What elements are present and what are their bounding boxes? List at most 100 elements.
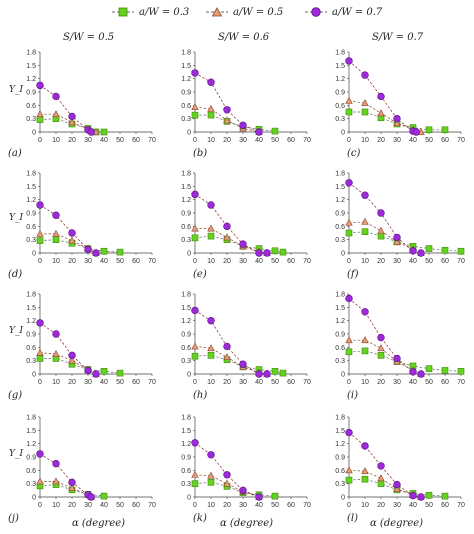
data-point-triangle	[68, 484, 76, 492]
series-line-2	[40, 233, 97, 254]
series-line-2	[39, 352, 97, 375]
data-point-triangle	[377, 474, 385, 482]
y-tick-label: 0	[341, 372, 345, 379]
panel-letter: (d)	[8, 269, 22, 280]
legend-item-aw-05: a/W = 0.5	[206, 7, 283, 18]
y-tick-label: 1.5	[335, 428, 345, 435]
data-point-circle	[52, 92, 60, 101]
x-tick-label: 30	[393, 258, 401, 265]
data-point-square	[52, 236, 60, 243]
data-point-circle	[191, 306, 199, 315]
data-point-square	[191, 111, 199, 119]
data-point-circle	[377, 462, 385, 470]
y-tick-label: 1.5	[335, 63, 345, 70]
y-tick-label: 0.3	[26, 358, 36, 365]
series-line-3	[39, 453, 92, 498]
data-point-triangle	[52, 477, 60, 485]
legend-label-aw-05: a/W = 0.5	[233, 7, 283, 18]
data-point-circle	[255, 493, 263, 501]
data-point-circle	[377, 209, 385, 217]
data-point-circle	[255, 370, 263, 378]
series-line-2	[348, 100, 422, 133]
data-point-triangle	[345, 96, 353, 104]
y-axis-label-row-2: Y_I	[9, 213, 23, 223]
y-tick-label: 0	[341, 251, 345, 258]
x-tick-label: 70	[303, 258, 311, 265]
x-tick-label: 20	[68, 502, 76, 509]
data-point-square	[345, 108, 353, 116]
data-point-circle	[377, 333, 385, 342]
x-tick-label: 10	[361, 258, 369, 265]
x-tick-label: 60	[287, 258, 295, 265]
data-point-circle	[239, 121, 247, 130]
y-tick-label: 0	[341, 130, 345, 137]
x-tick-label: 20	[223, 137, 231, 144]
data-point-square	[377, 480, 385, 487]
data-point-square	[441, 367, 449, 374]
data-point-circle	[191, 439, 199, 447]
data-point-triangle	[345, 218, 353, 226]
y-tick-label: 0.3	[335, 481, 345, 488]
data-point-circle	[417, 370, 425, 378]
x-tick-label: 30	[239, 137, 247, 144]
series-line-1	[40, 358, 121, 374]
data-point-triangle	[345, 336, 353, 344]
y-tick-label: 0	[187, 372, 191, 379]
data-point-triangle	[207, 471, 215, 479]
y-tick-label: 0.9	[181, 455, 191, 462]
x-tick-label: 0	[347, 137, 351, 144]
y-tick-label: 1.5	[181, 428, 191, 435]
column-title-sw-06: S/W = 0.6	[218, 32, 270, 43]
y-tick-label: 1.2	[26, 318, 36, 325]
panel-8: 0 0.3 0.6 0.9 1.2 1.5 1.8 0 10 20 30 40 50 60 70 (h)	[181, 292, 311, 402]
data-point-circle	[87, 128, 95, 136]
data-point-circle	[361, 442, 369, 450]
panel-7: 0 0.3 0.6 0.9 1.2 1.5 1.8 0 10 20 30 40 50 60 70 (g)	[8, 292, 156, 402]
x-tick-label: 0	[193, 379, 197, 386]
x-tick-label: 60	[287, 137, 295, 144]
data-point-circle	[417, 493, 425, 501]
data-point-circle	[393, 480, 401, 489]
data-point-circle	[87, 493, 95, 501]
y-tick-label: 1.2	[335, 197, 345, 204]
x-axis-label-col-1: α (degree)	[72, 518, 125, 529]
x-tick-label: 20	[377, 258, 385, 265]
series-line-2	[349, 339, 422, 375]
x-tick-label: 20	[68, 258, 76, 265]
y-tick-label: 1.8	[26, 171, 36, 178]
y-tick-label: 1.2	[26, 441, 36, 448]
data-point-triangle	[377, 109, 385, 117]
data-point-triangle	[393, 119, 401, 127]
panel-11: 0 0.3 0.6 0.9 1.2 1.5 1.8 0 10 20 30 40 50 60 70 (k)	[181, 415, 311, 525]
data-point-circle	[393, 233, 401, 242]
y-tick-label: 0.6	[335, 345, 345, 352]
y-tick-label: 0.3	[181, 237, 191, 244]
x-tick-label: 0	[193, 502, 197, 509]
data-point-triangle	[191, 470, 199, 478]
y-tick-label: 1.5	[26, 428, 36, 435]
y-tick-label: 1.2	[181, 197, 191, 204]
x-tick-label: 30	[84, 258, 92, 265]
data-point-triangle	[223, 233, 231, 241]
x-tick-label: 50	[271, 258, 279, 265]
y-tick-label: 0.3	[26, 237, 36, 244]
data-point-square	[279, 369, 287, 377]
x-tick-label: 40	[255, 502, 263, 509]
y-tick-label: 0.3	[26, 116, 36, 123]
data-point-circle	[263, 370, 271, 378]
panel-12: 0 0.3 0.6 0.9 1.2 1.5 1.8 0 10 20 30 40 50 60 70 (l)	[335, 415, 465, 525]
data-point-square	[207, 232, 215, 240]
data-point-square	[36, 355, 44, 362]
panel-letter: (i)	[347, 390, 358, 401]
data-point-circle	[345, 428, 353, 437]
data-point-square	[271, 247, 279, 255]
data-point-square	[361, 108, 369, 116]
data-point-circle	[52, 330, 60, 338]
data-point-square	[207, 111, 215, 119]
panel-letter: (l)	[347, 513, 358, 524]
data-point-circle	[207, 451, 215, 459]
x-tick-label: 50	[425, 137, 433, 144]
x-tick-label: 50	[425, 502, 433, 509]
data-point-triangle	[207, 344, 215, 352]
data-point-square	[116, 369, 124, 377]
